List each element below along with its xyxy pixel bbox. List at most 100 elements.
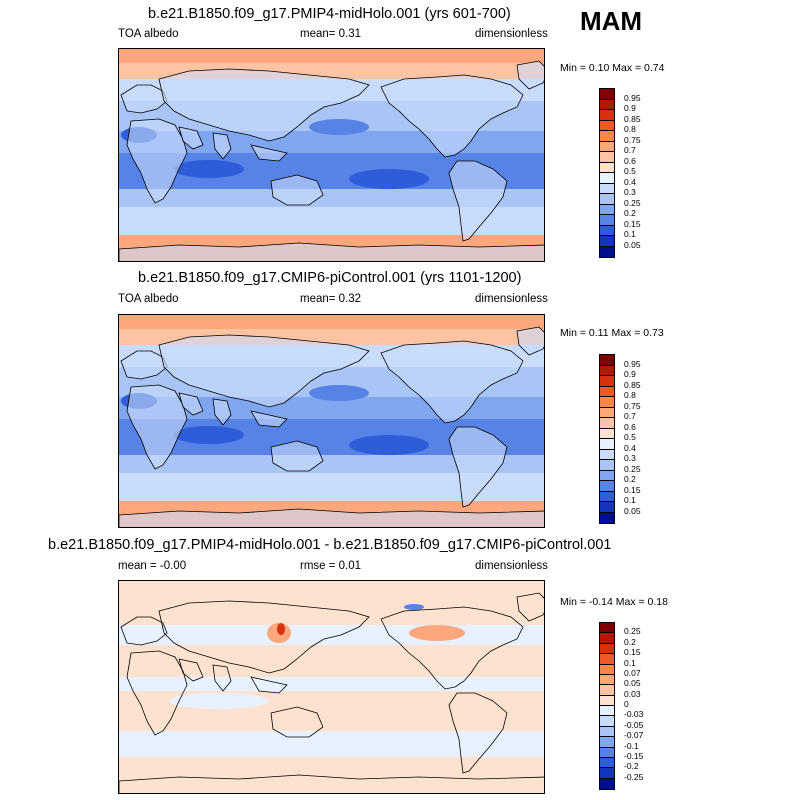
panel-1-variable-label: TOA albedo [118, 28, 179, 40]
panel-1-map [118, 48, 545, 262]
band-south-midlat [119, 189, 544, 207]
coastline-antarctica [119, 774, 544, 793]
colorbar-swatch [600, 407, 614, 418]
coastline-asia [158, 68, 370, 142]
colorbar-label: 0.9 [624, 369, 636, 379]
band-arctic [119, 49, 544, 63]
coastline-australia [270, 440, 324, 472]
colorbar-label: 0.05 [624, 239, 641, 250]
colorbar-label: 0.3 [624, 453, 636, 463]
colorbar-swatch [600, 194, 614, 205]
band-arctic [119, 315, 544, 329]
colorbar-swatch [600, 225, 614, 236]
panel-3-rmse-label: rmse = 0.01 [300, 560, 362, 572]
positive-anomaly [409, 625, 465, 641]
colorbar-swatch [600, 460, 614, 471]
colorbar-swatch [600, 99, 614, 110]
colorbar-label: 0.1 [624, 495, 636, 505]
colorbar-swatch [600, 89, 614, 100]
colorbar-label: 0.95 [624, 92, 641, 103]
coastline-europe [120, 616, 168, 646]
coastline-australia [270, 706, 324, 738]
colorbar-label: 0.4 [624, 442, 636, 453]
colorbar-swatch [600, 246, 614, 257]
low-albedo-patch [174, 426, 244, 444]
colorbar-swatch [600, 449, 614, 460]
panel-3-title: b.e21.B1850.f09_g17.PMIP4-midHolo.001 - … [48, 537, 612, 553]
colorbar-swatch [600, 643, 614, 655]
colorbar-label: -0.1 [624, 740, 639, 751]
colorbar-label: -0.25 [624, 771, 644, 782]
coastline-samerica [448, 426, 508, 508]
colorbar-label: 0.2 [624, 636, 636, 647]
coastline-africa [126, 650, 188, 736]
albedo-map-svg [119, 315, 544, 527]
coastline-africa [126, 118, 188, 204]
colorbar-swatch [600, 376, 614, 387]
colorbar-swatch [600, 623, 614, 634]
colorbar-label: 0.3 [624, 187, 636, 197]
colorbar-label: -0.15 [624, 750, 644, 761]
colorbar-label: 0.15 [624, 647, 641, 658]
colorbar-swatch [600, 162, 614, 173]
season-label: MAM [580, 6, 643, 36]
colorbar-swatch [600, 726, 614, 738]
colorbar-swatch [600, 674, 614, 686]
albedo-map-svg [119, 49, 544, 261]
panel-2-title: b.e21.B1850.f09_g17.CMIP6-piControl.001 … [138, 270, 522, 286]
colorbar-label: 0 [624, 699, 629, 709]
coastline-seasia [250, 410, 288, 428]
colorbar-label: 0.15 [624, 484, 641, 495]
coastline-africa [126, 384, 188, 470]
band-negative [169, 693, 269, 709]
panel-2-mean-label: mean= 0.32 [300, 293, 362, 305]
colorbar-label: 0.5 [624, 166, 636, 176]
colorbar-swatch [600, 386, 614, 397]
coastline-arabia [178, 126, 204, 150]
panel-3-units-label: dimensionless [475, 560, 548, 572]
colorbar-swatch [600, 481, 614, 492]
colorbar-label: -0.05 [624, 719, 644, 730]
colorbar-swatch [600, 470, 614, 481]
coastline-samerica [448, 692, 508, 774]
coastline-antarctica [119, 242, 544, 261]
colorbar-label: 0.25 [624, 197, 641, 208]
colorbar-swatch [600, 768, 614, 779]
colorbar-swatch [600, 706, 614, 717]
colorbar-label: 0.1 [624, 657, 636, 668]
colorbar-label: 0.05 [624, 678, 641, 689]
coastline-arabia [178, 392, 204, 416]
coastline-india [212, 132, 232, 160]
coastline-seasia [250, 144, 288, 162]
colorbar-label: 0.8 [624, 124, 636, 134]
coastline-namerica [380, 74, 524, 158]
colorbar-label: 0.6 [624, 421, 636, 432]
low-albedo-patch [309, 385, 369, 401]
colorbar-label: 0.03 [624, 688, 641, 699]
panel-2-minmax: Min = 0.11 Max = 0.73 [560, 327, 664, 339]
colorbar-label: 0.8 [624, 390, 636, 400]
colorbar-swatch [600, 757, 614, 769]
panel-3-map [118, 580, 545, 794]
coastline-asia [158, 334, 370, 408]
colorbar-label: 0.2 [624, 474, 636, 484]
colorbar-label: 0.5 [624, 432, 636, 442]
max-anomaly [277, 623, 285, 635]
colorbar-swatch [600, 204, 614, 215]
coastline-australia [270, 174, 324, 206]
colorbar-label: 0.75 [624, 400, 641, 411]
colorbar-swatch [600, 512, 614, 523]
panel-1-mean-label: mean= 0.31 [300, 28, 362, 40]
low-albedo-patch [174, 160, 244, 178]
band-south-midlat [119, 455, 544, 473]
low-albedo-patch [349, 169, 429, 189]
colorbar-swatch [600, 439, 614, 450]
colorbar-label: 0.25 [624, 463, 641, 474]
panel-2-colorbar [599, 354, 615, 524]
colorbar-label: 0.05 [624, 505, 641, 516]
coastline-namerica [380, 340, 524, 424]
coastline-greenland [516, 592, 544, 622]
colorbar-label: 0.1 [624, 229, 636, 239]
colorbar-swatch [600, 685, 614, 696]
colorbar-swatch [600, 110, 614, 121]
